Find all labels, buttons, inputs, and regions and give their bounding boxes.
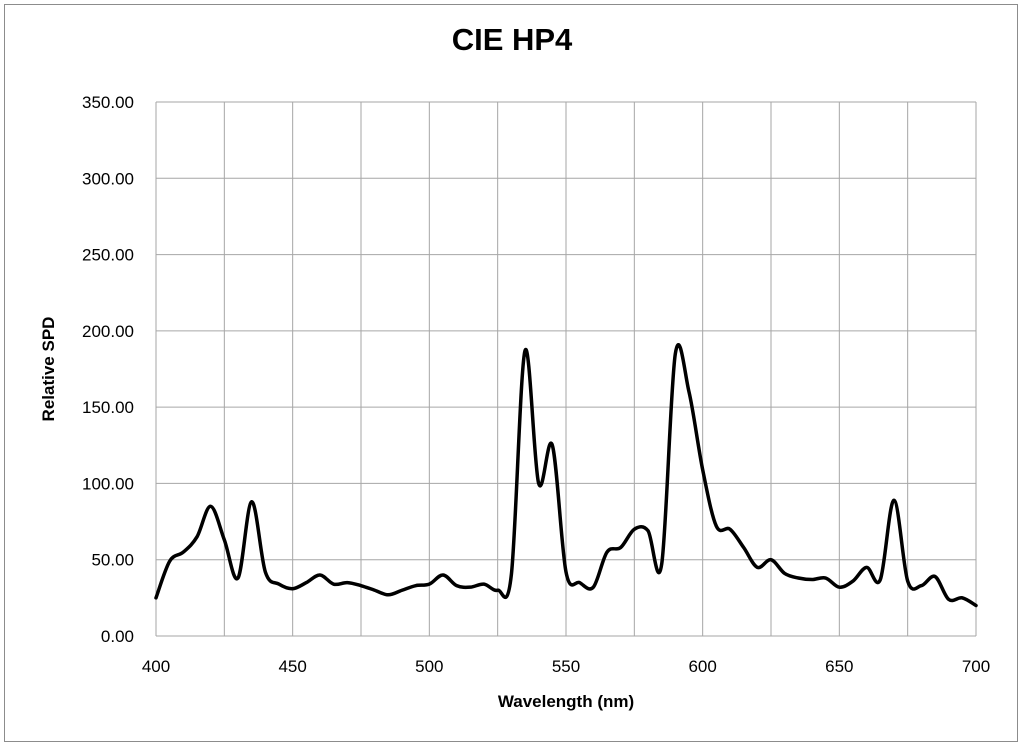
y-tick-labels: 0.00 50.00 100.00 150.00 200.00 250.00 300.00 3…	[82, 93, 134, 646]
chart-title: CIE HP4	[451, 22, 573, 57]
x-tick-labels: 400 450 500 550 600 650 700	[142, 657, 990, 676]
y-tick-label: 100.00	[82, 474, 134, 493]
y-tick-label: 50.00	[91, 551, 134, 570]
x-tick-label: 650	[825, 657, 853, 676]
chart-frame	[4, 4, 1018, 742]
x-tick-label: 600	[688, 657, 716, 676]
x-tick-label: 550	[552, 657, 580, 676]
y-tick-label: 0.00	[101, 627, 134, 646]
y-tick-label: 350.00	[82, 93, 134, 112]
x-tick-label: 400	[142, 657, 170, 676]
y-axis-title: Relative SPD	[39, 317, 58, 422]
x-axis-title: Wavelength (nm)	[498, 692, 634, 711]
y-tick-label: 250.00	[82, 246, 134, 265]
x-tick-label: 450	[278, 657, 306, 676]
x-tick-label: 700	[962, 657, 990, 676]
y-tick-label: 200.00	[82, 322, 134, 341]
y-tick-label: 150.00	[82, 398, 134, 417]
y-tick-label: 300.00	[82, 169, 134, 188]
x-tick-label: 500	[415, 657, 443, 676]
spd-series-line	[154, 343, 978, 608]
x-gridlines	[155, 102, 977, 636]
